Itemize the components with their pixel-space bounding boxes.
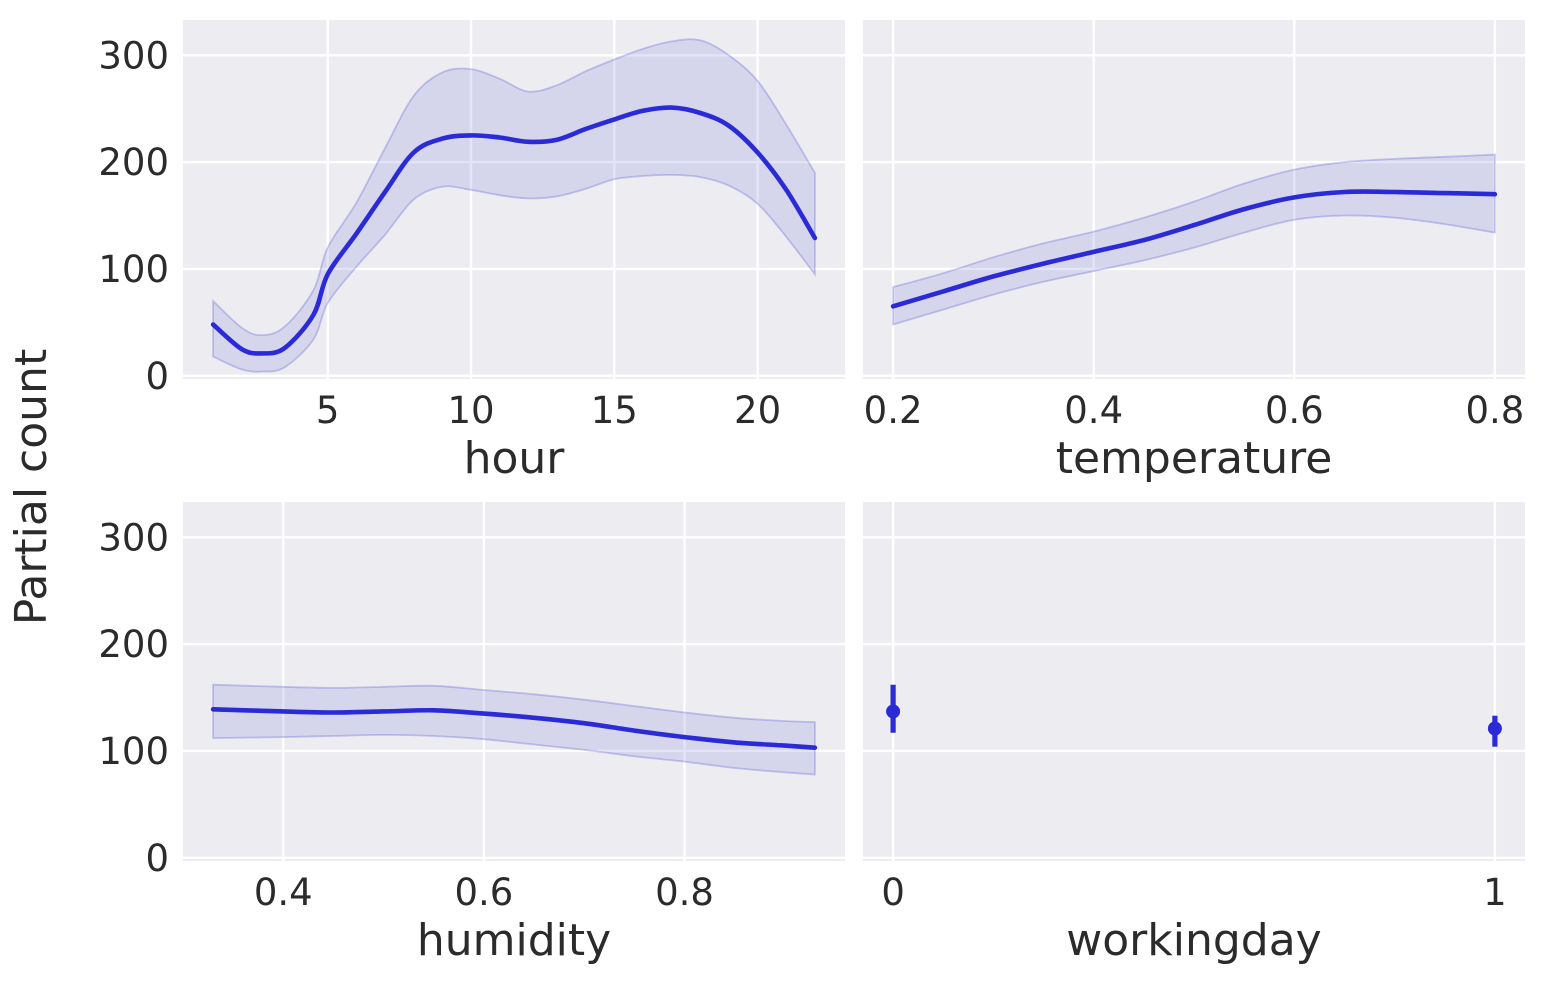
gridlines-humidity	[183, 502, 845, 861]
axis-label-temperature: temperature	[1056, 433, 1333, 484]
errorbar-point	[886, 704, 901, 719]
y-tick-label: 300	[98, 34, 169, 77]
axis-label-workingday: workingday	[1066, 915, 1321, 966]
y-tick-label: 100	[98, 730, 169, 773]
y-tick-label: 200	[98, 623, 169, 666]
confidence-band-temperature	[892, 153, 1496, 326]
pdp-line-temperature	[890, 189, 1498, 309]
errorbar-workingday-x1	[1487, 715, 1502, 747]
subplot-workingday: 0 1 workingday	[863, 502, 1525, 966]
gridlines-workingday	[863, 502, 1525, 861]
confidence-band-hour	[212, 38, 816, 373]
x-tick-label-workingday: 1	[1483, 871, 1507, 914]
x-tick-label-workingday: 0	[881, 871, 905, 914]
pdp-line-humidity	[210, 707, 818, 750]
x-tick-label-temperature: 0.4	[1064, 389, 1123, 432]
x-tick-label-temperature: 0.2	[864, 389, 923, 432]
x-tick-label-hour: 15	[591, 389, 638, 432]
errorbar-workingday-x0	[886, 684, 901, 733]
x-tick-label-hour: 5	[316, 389, 340, 432]
y-tick-label: 0	[145, 837, 169, 880]
x-tick-label-temperature: 0.6	[1265, 389, 1324, 432]
axis-label-hour: hour	[464, 433, 566, 484]
y-tick-label: 100	[98, 248, 169, 291]
y-tick-label: 200	[98, 141, 169, 184]
x-tick-label-humidity: 0.8	[655, 871, 714, 914]
y-tick-label: 0	[145, 355, 169, 398]
plot-area-hour	[183, 20, 845, 379]
errorbar-point	[1487, 721, 1502, 736]
x-tick-label-hour: 10	[447, 389, 494, 432]
x-tick-label-temperature: 0.8	[1465, 389, 1524, 432]
x-tick-label-humidity: 0.6	[454, 871, 513, 914]
plot-area-humidity	[183, 502, 845, 861]
plot-area-workingday	[863, 502, 1525, 861]
y-tick-label: 300	[98, 516, 169, 559]
gridlines-hour	[183, 20, 845, 379]
x-tick-label-humidity: 0.4	[254, 871, 313, 914]
plot-area-temperature	[863, 20, 1525, 379]
subplot-temperature: 0.2 0.4 0.6 0.8 temperature	[863, 20, 1525, 484]
subplot-humidity: 0.4 0.6 0.8 0 100 200 300 humidity	[98, 502, 845, 966]
pdp-line-hour	[210, 105, 818, 356]
y-axis-label: Partial count	[6, 349, 57, 625]
axis-label-humidity: humidity	[417, 915, 611, 966]
x-tick-label-hour: 20	[734, 389, 781, 432]
confidence-band-humidity	[212, 683, 816, 776]
